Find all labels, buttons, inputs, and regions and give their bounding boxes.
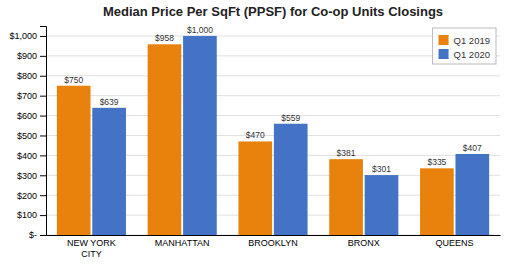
chart: Median Price Per SqFt (PPSF) for Co-op U…: [0, 0, 512, 269]
legend-swatch: [439, 49, 449, 59]
bar: [365, 175, 399, 235]
data-label: $750: [64, 75, 83, 85]
tick-mark: [40, 56, 46, 57]
tick-mark: [40, 135, 46, 136]
bar: [238, 141, 272, 235]
tick-label: $700: [17, 91, 37, 101]
tick: $600: [17, 111, 46, 121]
grid-line: [46, 75, 500, 76]
tick-label-line: QUEENS: [436, 238, 474, 248]
bar: [274, 124, 308, 235]
tick-label: $900: [17, 51, 37, 61]
bar: [57, 86, 91, 235]
bar: [329, 159, 363, 235]
tick-mark: [40, 116, 46, 117]
data-label: $407: [463, 143, 482, 153]
data-label: $335: [427, 157, 446, 167]
tick: $-: [29, 230, 46, 240]
data-labels: $750 $958 $470 $381 $335 $639 $1,000 $559 $301 $4…: [64, 25, 482, 174]
tick-label: $-: [29, 230, 37, 240]
tick: QUEENS: [436, 238, 474, 248]
tick-mark: [40, 235, 46, 236]
tick: $800: [17, 71, 46, 81]
legend-label: Q1 2019: [454, 35, 490, 46]
tick-label: $300: [17, 171, 37, 181]
data-label: $381: [337, 148, 356, 158]
tick-label: $100: [17, 210, 37, 220]
tick-label-line: BROOKLYN: [248, 238, 297, 248]
legend-swatch: [439, 35, 449, 45]
tick-label: $800: [17, 71, 37, 81]
grid-line: [46, 35, 500, 36]
tick-label-line: CITY: [81, 249, 102, 259]
bar: [455, 154, 489, 235]
tick-mark: [40, 36, 46, 37]
tick: $300: [17, 171, 46, 181]
data-label: $639: [100, 97, 119, 107]
data-label: $470: [246, 130, 265, 140]
tick: BRONX: [348, 238, 380, 248]
tick-mark: [40, 175, 46, 176]
data-label: $1,000: [187, 25, 213, 35]
tick-mark: [40, 215, 46, 216]
grid-line: [46, 55, 500, 56]
tick: BROOKLYN: [248, 238, 297, 248]
tick: $1,000: [9, 31, 46, 41]
legend-label: Q1 2020: [454, 49, 490, 60]
tick-label: $500: [17, 131, 37, 141]
tick: $500: [17, 131, 46, 141]
bar-series: [92, 36, 489, 235]
tick-label-line: BRONX: [348, 238, 380, 248]
tick-label: MANHATTAN: [155, 238, 210, 248]
tick-mark: [40, 155, 46, 156]
tick: $700: [17, 91, 46, 101]
tick-label: $400: [17, 151, 37, 161]
tick-mark: [40, 76, 46, 77]
x-axis: NEW YORKCITY MANHATTAN BROOKLYN BRONX QUEENS: [47, 236, 501, 259]
title: Median Price Per SqFt (PPSF) for Co-op U…: [103, 4, 443, 19]
bar-series: [57, 44, 454, 235]
tick-label-line: MANHATTAN: [155, 238, 210, 248]
tick: NEW YORKCITY: [67, 238, 116, 258]
tick: $900: [17, 51, 46, 61]
bar: [183, 36, 217, 235]
data-label: $301: [372, 164, 391, 174]
tick-mark: [40, 195, 46, 196]
bars: [57, 36, 489, 235]
tick-mark: [40, 96, 46, 97]
grid: [46, 36, 500, 235]
data-label: $559: [281, 113, 300, 123]
axis-line: [47, 235, 501, 236]
legend: Q1 2019 Q1 2020: [433, 28, 496, 64]
tick-label: QUEENS: [436, 238, 474, 248]
bar: [420, 168, 454, 235]
tick-label: $600: [17, 111, 37, 121]
tick: $200: [17, 191, 46, 201]
y-axis: $- $100 $200 $300 $400 $500 $600 $700 $800 $900 $1…: [9, 27, 46, 241]
tick-label: $1,000: [9, 31, 37, 41]
bar: [148, 44, 182, 235]
legend-box: [433, 28, 496, 64]
tick: MANHATTAN: [155, 238, 210, 248]
tick: $400: [17, 151, 46, 161]
bar: [92, 108, 126, 235]
data-label: $958: [155, 33, 174, 43]
tick-label: $200: [17, 191, 37, 201]
axis-line: [40, 27, 47, 236]
tick-label: BROOKLYN: [248, 238, 297, 248]
tick-label: NEW YORKCITY: [67, 238, 116, 258]
tick-label-line: NEW YORK: [67, 238, 116, 248]
tick-label: BRONX: [348, 238, 380, 248]
tick: $100: [17, 210, 46, 220]
